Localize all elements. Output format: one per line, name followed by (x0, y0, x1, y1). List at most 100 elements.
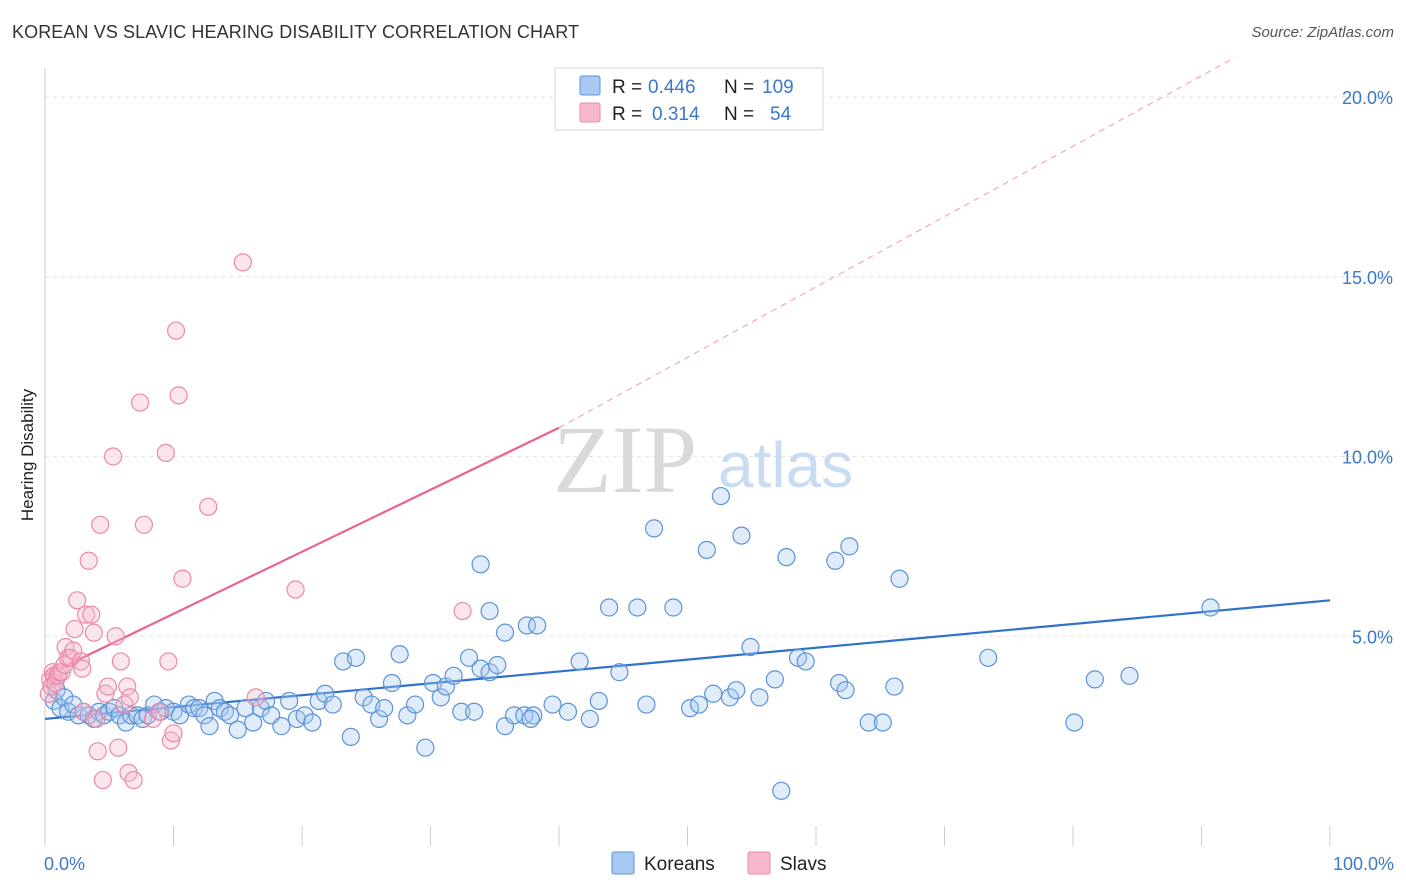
data-point-koreans (521, 709, 540, 729)
data-point-slavs (109, 738, 128, 757)
data-point-koreans (375, 699, 394, 718)
data-point-koreans (680, 699, 700, 718)
data-point-slavs (286, 580, 305, 599)
data-point-slavs (150, 702, 169, 721)
data-point-slavs (161, 731, 181, 750)
legend-swatch-koreans (611, 851, 635, 875)
data-point-koreans (64, 695, 83, 714)
data-point-slavs (77, 605, 96, 624)
data-point-koreans (309, 691, 328, 711)
data-point-koreans (452, 702, 471, 721)
data-point-koreans (210, 699, 229, 718)
data-point-slavs (98, 677, 118, 696)
data-point-koreans (720, 688, 740, 707)
data-point-koreans (465, 702, 484, 721)
data-point-slavs (87, 709, 106, 729)
data-point-koreans (664, 598, 683, 617)
data-point-koreans (341, 727, 360, 747)
data-point-slavs (453, 601, 472, 621)
data-point-koreans (830, 673, 849, 693)
legend-r-label: R = (612, 104, 642, 125)
data-point-koreans (195, 706, 214, 725)
data-point-koreans (244, 713, 263, 732)
x-tick-labels: 0.0% 100.0% (44, 854, 1394, 874)
data-point-koreans (215, 702, 234, 721)
data-point-koreans (628, 598, 647, 617)
data-point-koreans (390, 645, 409, 664)
data-point-koreans (697, 540, 716, 560)
trend-lines (44, 56, 1331, 721)
data-point-koreans (836, 681, 855, 700)
data-point-slavs (164, 724, 183, 743)
data-point-koreans (528, 616, 547, 635)
data-point-koreans (796, 652, 815, 671)
data-point-koreans (382, 673, 402, 693)
legend-n-value: 54 (770, 104, 792, 125)
data-point-slavs (159, 652, 178, 671)
data-point-koreans (873, 713, 892, 732)
y-tick-label: 15.0% (1342, 268, 1393, 288)
data-point-koreans (1085, 670, 1104, 689)
data-point-koreans (570, 652, 589, 671)
data-point-koreans (704, 684, 723, 703)
data-point-koreans (826, 551, 845, 570)
data-point-koreans (444, 666, 463, 685)
data-point-koreans (589, 691, 608, 711)
data-point-koreans (416, 738, 435, 757)
data-point-koreans (890, 569, 909, 588)
data-point-koreans (711, 486, 731, 506)
data-point-koreans (220, 706, 240, 725)
data-point-koreans (295, 706, 314, 725)
trend-line-slavs-extension (558, 56, 1236, 429)
data-point-slavs (246, 688, 265, 707)
data-point-koreans (303, 713, 322, 732)
data-point-koreans (133, 709, 152, 729)
x-tick-label: 100.0% (1333, 854, 1394, 874)
data-point-slavs (106, 627, 125, 646)
data-point-slavs (233, 253, 252, 272)
data-point-koreans (840, 537, 859, 556)
legend-label-koreans: Koreans (644, 854, 715, 875)
watermark-atlas: atlas (718, 429, 853, 501)
data-point-slavs (96, 684, 115, 703)
data-point-koreans (272, 717, 291, 736)
data-point-koreans (1120, 666, 1139, 685)
legend-n-value: 109 (762, 77, 794, 98)
data-point-slavs (91, 515, 110, 534)
data-point-slavs (68, 591, 87, 610)
data-point-koreans (228, 720, 247, 739)
data-point-slavs (84, 623, 103, 642)
data-point-koreans (750, 688, 769, 707)
legend-label-slavs: Slavs (780, 854, 826, 875)
y-tick-labels: 5.0% 10.0% 15.0% 20.0% (1342, 88, 1393, 647)
data-point-koreans (471, 555, 490, 574)
axes (44, 68, 1331, 846)
data-point-slavs (88, 742, 107, 761)
data-point-koreans (610, 663, 629, 682)
data-point-slavs (130, 393, 150, 412)
data-point-slavs (169, 386, 188, 405)
data-point-slavs (156, 443, 175, 463)
data-point-koreans (179, 695, 199, 714)
data-point-koreans (885, 677, 904, 696)
data-point-slavs (39, 684, 58, 703)
data-point-koreans (765, 670, 784, 689)
data-point-koreans (480, 601, 499, 621)
data-point-slavs (82, 605, 101, 624)
data-point-slavs (73, 659, 92, 678)
data-point-koreans (495, 623, 515, 642)
data-point-koreans (405, 695, 425, 714)
chart-title: KOREAN VS SLAVIC HEARING DISABILITY CORR… (12, 22, 580, 42)
data-point-koreans (644, 519, 664, 538)
data-point-slavs (111, 652, 130, 671)
data-point-koreans (1065, 713, 1084, 732)
data-point-koreans (89, 702, 109, 721)
data-point-koreans (637, 695, 656, 714)
legend-n-label: N = (724, 77, 754, 98)
data-point-koreans (370, 709, 389, 729)
data-point-koreans (200, 717, 219, 736)
legend-r-label: R = (612, 77, 642, 98)
data-point-koreans (772, 781, 791, 800)
data-point-koreans (480, 663, 499, 682)
legend-r-value: 0.314 (652, 104, 700, 125)
